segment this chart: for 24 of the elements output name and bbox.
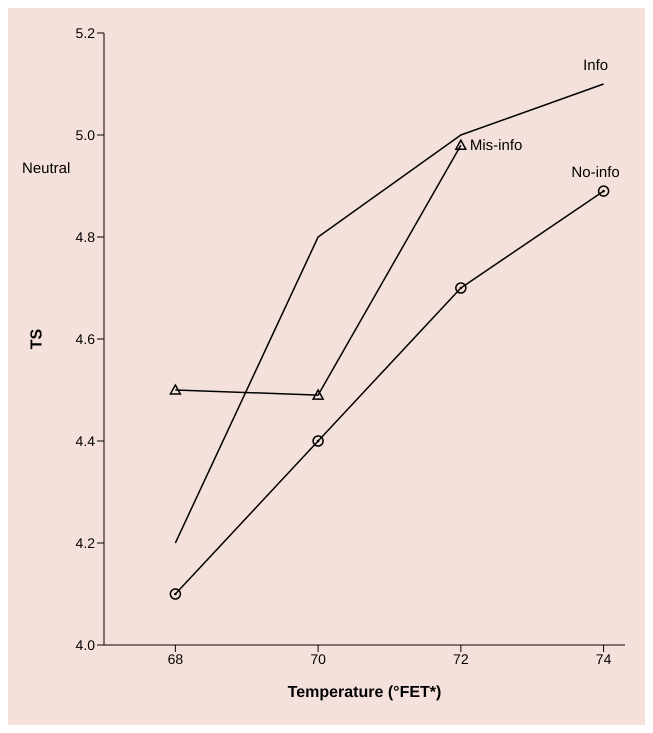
y-tick-label: 4.4 — [76, 432, 96, 449]
point — [455, 139, 467, 150]
y-axis-title: TS — [28, 328, 46, 350]
point — [312, 435, 324, 447]
point — [170, 588, 182, 600]
series-label: No-info — [571, 164, 620, 182]
point — [170, 384, 182, 395]
point — [312, 389, 324, 400]
y-tick-label: 4.2 — [76, 534, 96, 551]
y-tick-label: 5.0 — [76, 126, 96, 143]
x-axis-title: Temperature (°FET*) — [288, 684, 442, 701]
x-tick-label: 70 — [310, 650, 326, 667]
x-tick-label: 72 — [453, 650, 469, 667]
series-label: Mis-info — [470, 137, 522, 154]
y-tick-label: 5.2 — [76, 24, 96, 41]
y-tick-label: 4.6 — [76, 330, 96, 347]
y-tick-label: 4.8 — [76, 228, 96, 245]
text: Neutral — [22, 160, 70, 177]
point — [598, 185, 610, 197]
point — [455, 282, 467, 294]
series-label: Info — [583, 57, 608, 74]
x-tick-label: 74 — [596, 650, 612, 667]
y-tick-label: 4.0 — [76, 636, 96, 653]
x-tick-label: 68 — [168, 650, 184, 667]
